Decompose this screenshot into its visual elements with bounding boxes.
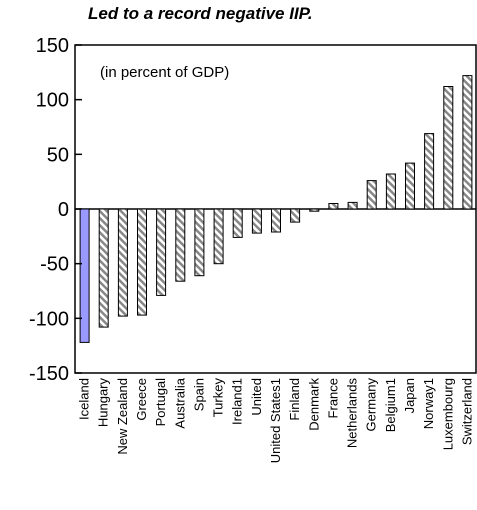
bar-denmark	[309, 208, 320, 212]
bar-japan	[405, 162, 415, 210]
x-category-label: Ireland1	[230, 378, 245, 425]
bar-australia	[175, 208, 186, 282]
x-category-label: Hungary	[96, 377, 111, 427]
x-category-label: France	[325, 378, 340, 418]
x-category-label: Japan	[402, 378, 417, 413]
y-tick-label: -150	[29, 363, 69, 385]
y-tick-label: 50	[47, 144, 69, 166]
bar-united	[251, 208, 262, 234]
x-category-label: United States1	[268, 378, 283, 463]
x-category-label: Spain	[191, 378, 206, 411]
bar-greece	[137, 208, 147, 316]
bar-new-zealand	[117, 208, 128, 317]
bar-iceland	[79, 208, 90, 343]
bar-finland	[290, 208, 301, 223]
y-tick-label: -100	[29, 308, 69, 330]
y-tick-label: 100	[36, 90, 69, 112]
y-tick-label: 150	[36, 35, 69, 57]
bar-hungary	[98, 208, 109, 328]
x-category-label: Denmark	[306, 378, 321, 431]
bar-switzerland	[462, 75, 473, 210]
x-category-label: Iceland	[77, 378, 92, 420]
x-category-label: Norway1	[421, 378, 436, 429]
bar-belgium1	[385, 173, 396, 210]
bar-germany	[366, 180, 377, 210]
chart-annotation: (in percent of GDP)	[100, 64, 229, 81]
x-category-label: United	[249, 378, 264, 416]
chart-title: Led to a record negative IIP.	[88, 4, 313, 23]
x-category-label: Finland	[287, 378, 302, 421]
bar-ireland1	[232, 208, 243, 238]
x-category-label: Belgium1	[383, 378, 398, 432]
x-category-label: New Zealand	[115, 378, 130, 455]
bar-france	[328, 203, 339, 210]
bar-turkey	[213, 208, 224, 265]
x-category-label: Greece	[134, 378, 149, 421]
bar-netherlands	[347, 201, 358, 210]
bar-united-states1	[271, 208, 281, 233]
x-category-label: Netherlands	[345, 378, 360, 449]
x-category-label: Switzerland	[459, 378, 474, 445]
x-category-label: Portugal	[153, 378, 168, 427]
x-category-label: Turkey	[211, 378, 226, 418]
x-category-label: Australia	[172, 377, 187, 428]
y-tick-label: -50	[40, 254, 69, 276]
x-category-label: Luxembourg	[440, 378, 455, 450]
bar-norway1	[424, 133, 435, 210]
y-tick-label: 0	[58, 199, 69, 221]
bar-spain	[194, 208, 205, 277]
bar-luxembourg	[443, 86, 454, 210]
bar-portugal	[156, 208, 167, 296]
x-category-label: Germany	[364, 377, 379, 431]
